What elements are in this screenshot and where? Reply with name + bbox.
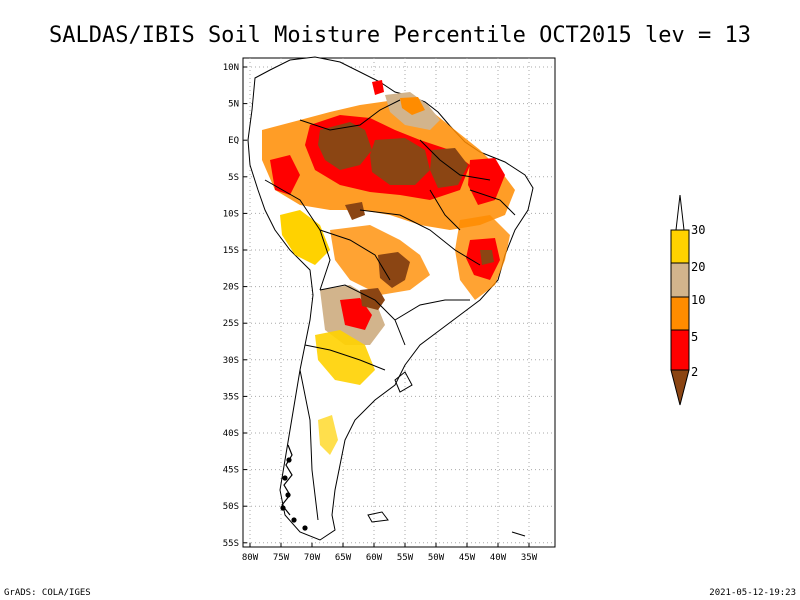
lon-label: 70W <box>304 553 321 563</box>
colorbar-label: 10 <box>691 293 705 307</box>
lon-label: 35W <box>521 553 538 563</box>
shade-severe-northeast <box>468 158 505 205</box>
colorbar-label: 20 <box>691 260 705 274</box>
shade-extreme-amazon-central <box>370 138 430 185</box>
lon-label: 65W <box>335 553 352 563</box>
lat-label: EQ <box>228 136 239 146</box>
lat-label: 5S <box>228 173 239 183</box>
lat-label: 50S <box>223 502 239 512</box>
shade-extreme-east <box>480 250 494 265</box>
lon-label: 80W <box>242 553 259 563</box>
lat-label: 30S <box>223 356 239 366</box>
shade-severe-caribbean <box>372 80 384 95</box>
shade-extreme-amazon-west <box>318 122 372 170</box>
lat-label: 35S <box>223 392 239 402</box>
lon-label: 55W <box>397 553 414 563</box>
footer-timestamp: 2021-05-12-19:23 <box>709 588 796 598</box>
colorbar-labels: 30 20 10 5 2 <box>691 223 705 379</box>
lon-label: 50W <box>428 553 445 563</box>
chile-fjords <box>280 444 308 531</box>
lat-label: 40S <box>223 429 239 439</box>
shade-extreme-west-andes <box>345 202 365 220</box>
colorbar-segment-moderate <box>670 296 690 331</box>
lon-label: 45W <box>459 553 476 563</box>
lat-label: 20S <box>223 283 239 293</box>
colorbar <box>670 194 690 406</box>
lon-label: 40W <box>490 553 507 563</box>
colorbar-segment-abnormal <box>670 229 690 264</box>
colorbar-label: 30 <box>691 223 705 237</box>
lat-label: 5N <box>228 100 239 110</box>
country-borders <box>264 99 526 537</box>
colorbar-segment-mild <box>670 262 690 298</box>
lat-label: 25S <box>223 319 239 329</box>
shade-severe-west <box>270 155 300 195</box>
shade-abnormal-west <box>280 210 330 265</box>
colorbar-top-triangle <box>675 194 685 231</box>
footer-credit: GrADS: COLA/IGES <box>4 588 91 598</box>
lat-label: 55S <box>223 539 239 549</box>
longitude-labels: 80W 75W 70W 65W 60W 55W 50W 45W 40W 35W <box>242 543 538 563</box>
shade-moderate-guiana <box>400 97 425 115</box>
lat-label: 15S <box>223 246 239 256</box>
colorbar-bottom-triangle <box>670 369 690 406</box>
shade-extreme-mato-grosso <box>378 252 410 288</box>
colorbar-label: 2 <box>691 365 698 379</box>
lat-label: 10N <box>223 63 239 73</box>
lon-label: 60W <box>366 553 383 563</box>
latitude-labels: 10N 5N EQ 5S 10S 15S 20S 25S 30S 35S 40S 45S 50S 55S <box>223 63 247 549</box>
lat-label: 45S <box>223 466 239 476</box>
shade-abnormal-argentina <box>315 330 375 385</box>
shade-extreme-amazon-east <box>430 148 468 188</box>
lat-label: 10S <box>223 209 239 219</box>
colorbar-label: 5 <box>691 330 698 344</box>
colorbar-segment-severe <box>670 329 690 371</box>
lon-label: 75W <box>273 553 290 563</box>
shade-abnormal-patagonia <box>318 415 338 455</box>
map-title: SALDAS/IBIS Soil Moisture Percentile OCT… <box>49 23 751 48</box>
